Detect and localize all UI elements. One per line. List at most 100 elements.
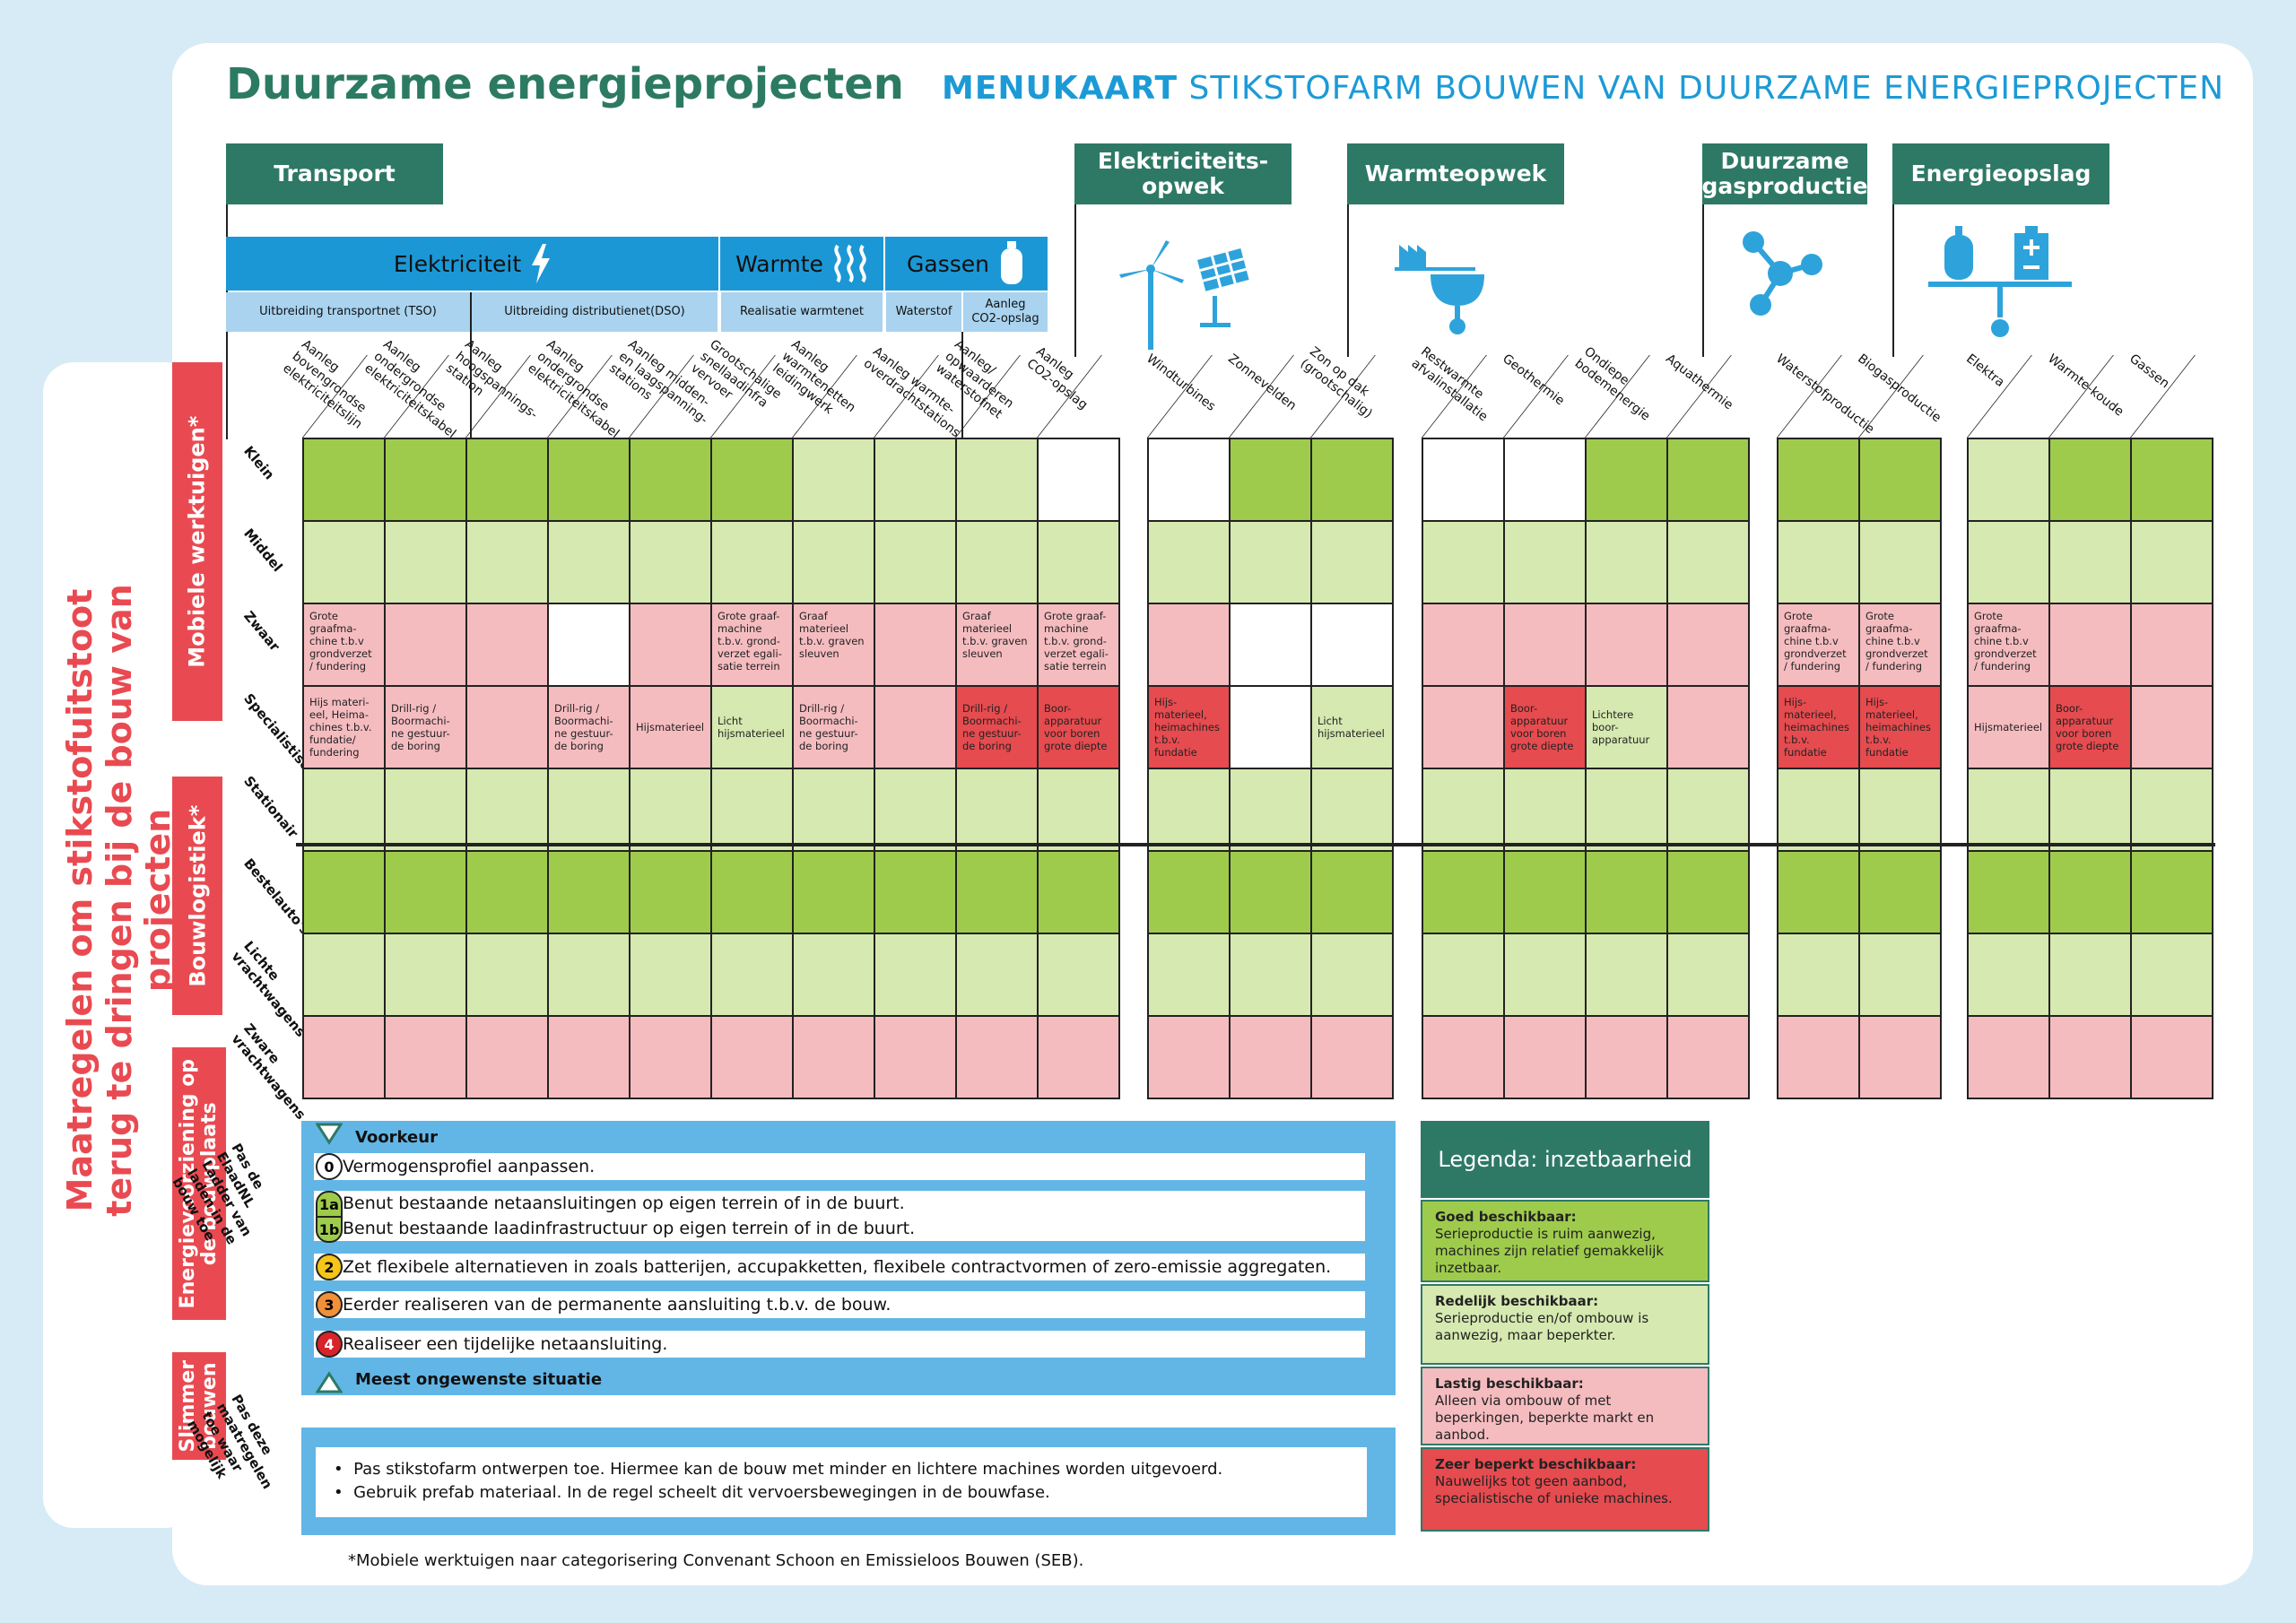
matrix-cell (1149, 852, 1231, 934)
subsub-warmtenet: Realisatie warmtenet (721, 292, 883, 332)
matrix-cell (386, 439, 467, 522)
legend-title: Legenda: inzetbaarheid (1421, 1121, 1709, 1198)
matrix-cell (631, 769, 712, 852)
matrix-cell (1668, 852, 1750, 934)
matrix-cell (1969, 522, 2050, 604)
matrix-cell (1779, 439, 1860, 522)
matrix-cell (1779, 1017, 1860, 1099)
legend-item: Goed beschikbaar: Serieproductie is ruim … (1421, 1200, 1709, 1282)
matrix-cell (1860, 769, 1942, 852)
matrix-cell (386, 522, 467, 604)
matrix-cell: Grote graafma- chine t.b.v grondverzet /… (304, 604, 386, 687)
matrix-cell: Licht hijsmaterieel (712, 687, 794, 769)
bracket-line (1702, 204, 1704, 357)
ladder-step: Benut bestaande netaansluitingen op eige… (314, 1191, 1365, 1241)
wind-turbine-icon (1119, 240, 1249, 350)
matrix-cell (1312, 852, 1394, 934)
subsub-co2: Aanleg CO2-opslag (963, 292, 1048, 332)
ladder-step-text: Vermogensprofiel aanpassen. (343, 1157, 596, 1176)
slimmer-bullet: • Gebruik prefab materiaal. In de regel … (334, 1483, 1050, 1502)
ladder-step: Vermogensprofiel aanpassen. (314, 1153, 1365, 1180)
matrix-cell: Grote graaf- machine t.b.v. grond- verze… (1039, 604, 1120, 687)
slimmer-list: • Pas stikstofarm ontwerpen toe. Hiermee… (316, 1447, 1367, 1517)
matrix-group: Hijs- materieel, heimachines t.b.v. fund… (1147, 438, 1394, 1099)
heat-waves-icon (834, 244, 866, 283)
matrix-cell (1423, 604, 1505, 687)
matrix-cell (1587, 604, 1668, 687)
matrix-cell (1779, 769, 1860, 852)
matrix-cell (1668, 769, 1750, 852)
heat-plant-icon (1395, 245, 1484, 334)
matrix-cell: Drill-rig / Boormachi- ne gestuur- de bo… (794, 687, 875, 769)
legend-item-title: Goed beschikbaar: (1435, 1209, 1577, 1225)
matrix-cell: Grote graafma- chine t.b.v grondverzet /… (1969, 604, 2050, 687)
matrix-cell (304, 522, 386, 604)
molecule-icon (1743, 231, 1822, 316)
matrix-cell (1505, 439, 1587, 522)
matrix-cell (2050, 439, 2132, 522)
matrix-cell (1423, 934, 1505, 1017)
slimmer-bullet-text: Gebruik prefab materiaal. In de regel sc… (353, 1483, 1050, 1502)
matrix-cell (1039, 934, 1120, 1017)
section-separator (296, 843, 2215, 846)
matrix-cell (712, 769, 794, 852)
subcategory-gassen-label: Gassen (907, 250, 989, 277)
matrix-cell (1423, 1017, 1505, 1099)
matrix-cell (794, 769, 875, 852)
matrix-cell (1039, 1017, 1120, 1099)
matrix-cell (957, 522, 1039, 604)
rowgroup-bouwlogistiek: Bouwlogistiek* (172, 777, 222, 1015)
matrix-cell (1969, 439, 2050, 522)
matrix-cell (1423, 687, 1505, 769)
ladder-step: Realiseer een tijdelijke netaansluiting. (314, 1331, 1365, 1358)
matrix-cell (467, 439, 549, 522)
matrix-cell (549, 934, 631, 1017)
matrix-cell (1969, 1017, 2050, 1099)
matrix-cell: Hijsmaterieel (1969, 687, 2050, 769)
side-card (43, 362, 196, 1528)
matrix-cell: Boor- apparatuur voor boren grote diepte (1505, 687, 1587, 769)
matrix-cell (631, 439, 712, 522)
matrix-cell (2050, 852, 2132, 934)
matrix-group: Grote graafma- chine t.b.v grondverzet /… (1967, 438, 2213, 1099)
matrix-cell (1312, 604, 1394, 687)
legend-item-text: Serieproductie en/of ombouw is aanwezig,… (1435, 1310, 1649, 1343)
matrix-cell (2132, 439, 2213, 522)
category-transport: Transport (226, 143, 443, 204)
matrix-cell: Lichtere boor- apparatuur (1587, 687, 1668, 769)
matrix-cell (1312, 934, 1394, 1017)
matrix-cell (549, 604, 631, 687)
ladder-step-text: Realiseer een tijdelijke netaansluiting. (343, 1334, 668, 1354)
matrix-cell (549, 522, 631, 604)
matrix-cell (1039, 852, 1120, 934)
matrix-cell (304, 1017, 386, 1099)
matrix-group: Grote graafma- chine t.b.v grondverzet /… (302, 438, 1120, 1099)
matrix-group: Boor- apparatuur voor boren grote diepte… (1422, 438, 1750, 1099)
matrix-cell (386, 769, 467, 852)
gas-bottle-icon (1000, 241, 1022, 284)
ladder-arrow-icon (316, 1123, 343, 1393)
matrix-cell (549, 769, 631, 852)
matrix-cell (304, 439, 386, 522)
matrix-cell (712, 934, 794, 1017)
matrix-cell (1779, 852, 1860, 934)
matrix-cell (1423, 769, 1505, 852)
matrix-cell (1587, 852, 1668, 934)
matrix-cell (1860, 934, 1942, 1017)
subcategory-elektriciteit-label: Elektriciteit (393, 250, 522, 277)
legend-item-text: Serieproductie is ruim aanwezig, machine… (1435, 1226, 1665, 1276)
matrix-cell: Hijs materi- eel, Heima- chines t.b.v. f… (304, 687, 386, 769)
matrix-cell (467, 687, 549, 769)
matrix-cell (1969, 769, 2050, 852)
matrix-cell (1149, 522, 1231, 604)
matrix-cell (875, 439, 957, 522)
main-vertical-title: Maatregelen om stikstofuitstoot terug te… (60, 584, 178, 1217)
matrix-cell (631, 1017, 712, 1099)
page-title: Duurzame energieprojecten (226, 59, 904, 109)
matrix-cell (1231, 522, 1312, 604)
matrix-cell: Hijsmaterieel (631, 687, 712, 769)
matrix-cell (957, 852, 1039, 934)
matrix-cell (2132, 604, 2213, 687)
matrix-cell (1312, 439, 1394, 522)
matrix-cell (2132, 1017, 2213, 1099)
